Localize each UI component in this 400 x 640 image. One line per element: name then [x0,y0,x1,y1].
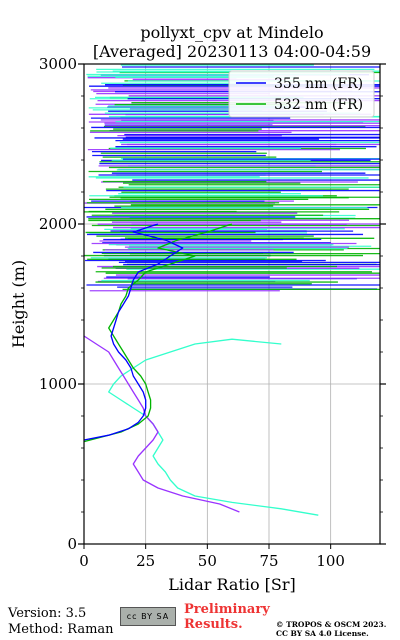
legend-label-532: 532 nm (FR) [274,97,363,113]
chart-title-line1: pollyxt_cpv at Mindelo [140,23,323,42]
x-tick-label: 75 [259,552,278,570]
preliminary-line2: Results. [184,617,243,632]
series-line-2 [83,335,240,513]
copyright-line2: CC BY SA 4.0 License. [276,629,369,638]
version-text: Version: 3.5 [8,606,87,621]
y-tick-label: 3000 [39,55,77,73]
copyright-line1: © TROPOS & OSCM 2023. [276,620,387,629]
y-axis-label: Height (m) [9,260,28,348]
x-tick-label: 50 [198,552,217,570]
x-tick-label: 100 [316,552,345,570]
x-axis-label: Lidar Ratio [Sr] [168,575,296,594]
series-lines [83,223,319,516]
series-line-1 [83,223,233,443]
series-line-3 [108,338,319,516]
series-line-0 [83,223,184,441]
plot-frame [83,63,381,545]
preliminary-line1: Preliminary [184,602,270,617]
copyright-note: © TROPOS & OSCM 2023. CC BY SA 4.0 Licen… [276,620,386,638]
x-tick-label: 0 [79,552,89,570]
preliminary-note: Preliminary Results. [184,602,270,632]
cc-license-badge-icon: cc BY SA [120,607,176,626]
x-tick-label: 25 [136,552,155,570]
y-tick-label: 0 [67,535,77,553]
legend-label-355: 355 nm (FR) [274,76,363,92]
chart-title-line2: [Averaged] 20230113 04:00-04:59 [93,42,371,61]
y-tick-label: 1000 [39,375,77,393]
footer-info: Version: 3.5 Method: Raman [8,606,114,638]
y-tick-label: 2000 [39,215,77,233]
legend: 355 nm (FR) 532 nm (FR) [228,70,375,118]
method-text: Method: Raman [8,622,114,637]
